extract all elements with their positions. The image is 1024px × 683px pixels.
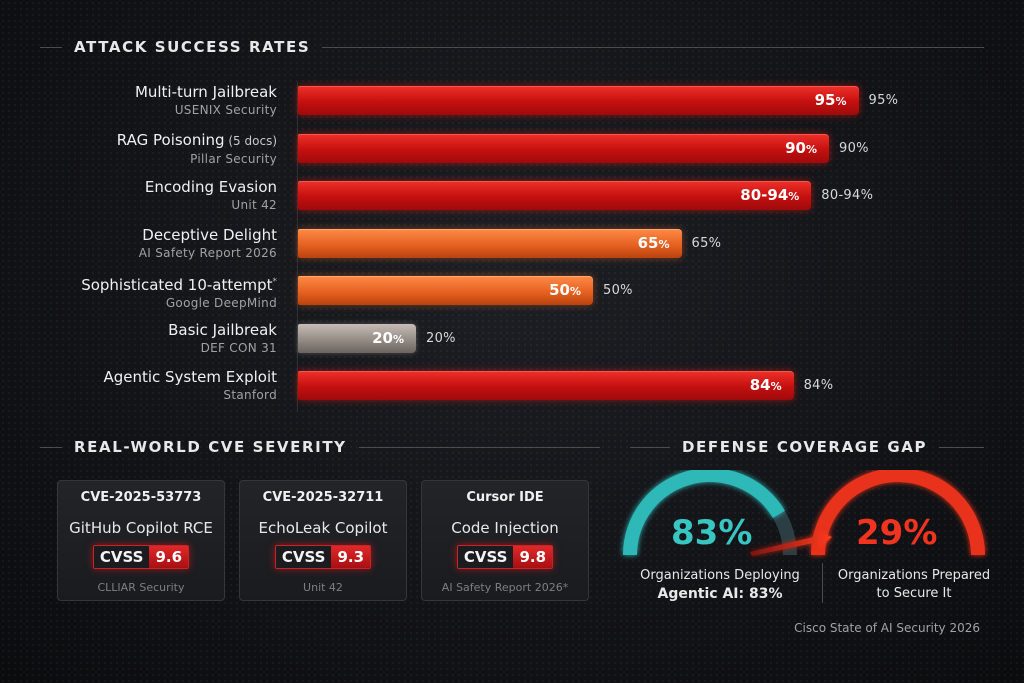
cve-source: CLLIAR Security (97, 581, 185, 594)
cve-card: CVE-2025-53773 GitHub Copilot RCE CVSS 9… (57, 480, 225, 601)
bar-source: DEF CON 31 (200, 340, 277, 355)
prepared-caption-line2: to Secure It (876, 586, 952, 601)
defense-section-header: DEFENSE COVERAGE GAP (630, 438, 984, 456)
bar-label: Basic Jailbreak DEF CON 31 (168, 321, 277, 356)
bar-outside-label: 95% (868, 93, 899, 108)
bar: 84% (298, 371, 794, 400)
deploying-caption: Organizations Deploying Agentic AI: 83% (622, 567, 818, 604)
cvss-label: CVSS (457, 546, 514, 568)
cvss-score: 9.3 (331, 546, 371, 568)
bar-label: Agentic System Exploit Stanford (103, 368, 277, 403)
deploying-caption-line2: Agentic AI: 83% (657, 586, 783, 602)
bar-value-label: 65% (637, 233, 670, 252)
bar-value-label: 84% (749, 376, 782, 394)
bar-value-label: 20% (372, 328, 404, 347)
cve-section-header: REAL-WORLD CVE SEVERITY (40, 438, 600, 456)
bar: 95% (298, 86, 859, 115)
bar-outside-label: 84% (803, 378, 834, 393)
bar-label: Multi-turn Jailbreak USENIX Security (135, 83, 277, 118)
bar-outside-label: 20% (426, 330, 456, 346)
gap-arrow-icon (750, 530, 832, 556)
bar-category-name: Multi-turn Jailbreak (134, 83, 277, 101)
gauge-divider (822, 563, 823, 603)
bar-category-name: Agentic System Exploit (103, 368, 277, 386)
cve-source: Unit 42 (303, 581, 343, 594)
cve-description: Code Injection (451, 519, 559, 537)
bar-label: RAG Poisoning (5 docs) Pillar Security (117, 131, 277, 167)
cve-description: GitHub Copilot RCE (69, 519, 213, 537)
cvss-score: 9.6 (149, 546, 189, 568)
cve-id: CVE-2025-53773 (80, 490, 202, 505)
bar-value-label: 50% (549, 281, 581, 299)
bar-source: AI Safety Report 2026 (138, 245, 277, 260)
bar-outside-label: 65% (691, 235, 722, 251)
bar-value-label: 95% (814, 91, 847, 109)
attack-section-title: ATTACK SUCCESS RATES (74, 38, 311, 56)
bar-label: Encoding Evasion Unit 42 (145, 178, 277, 213)
bar: 20% (298, 323, 416, 353)
bar-value-label: 80-94% (740, 186, 800, 204)
gauge-fill (623, 470, 785, 556)
bar-category-name: RAG Poisoning (5 docs) (116, 130, 277, 149)
bar: 80-94% (298, 181, 812, 210)
prepared-caption-line1: Organizations Prepared (837, 568, 991, 583)
bar-category-name: Deceptive Delight (142, 225, 277, 244)
bar-outside-label: 90% (839, 140, 869, 156)
bar-source: USENIX Security (174, 103, 277, 117)
cvss-label: CVSS (275, 546, 332, 568)
cvss-score: 9.8 (513, 546, 553, 568)
bar: 90% (298, 133, 829, 163)
gauge-fill (811, 470, 985, 556)
bar: 50% (298, 276, 593, 305)
source-footnote: Cisco State of AI Security 2026 (794, 621, 980, 635)
defense-section-title: DEFENSE COVERAGE GAP (682, 438, 928, 456)
deploying-percent: 83% (671, 513, 753, 553)
bar-source: Stanford (223, 388, 277, 402)
bar-outside-label: 80-94% (821, 188, 874, 203)
bar-source: Google DeepMind (165, 296, 277, 310)
cve-source: AI Safety Report 2026* (441, 581, 569, 594)
defense-gauges (623, 470, 985, 556)
cve-card: CVE-2025-32711 EchoLeak Copilot CVSS 9.3… (239, 480, 407, 601)
bar-category-name: Sophisticated 10-attempt* (81, 276, 278, 294)
cve-card: Cursor IDE Code Injection CVSS 9.8 AI Sa… (421, 480, 589, 601)
bar-value-label: 90% (785, 138, 817, 157)
deploying-caption-line1: Organizations Deploying (640, 568, 800, 583)
bar-outside-label: 50% (603, 283, 633, 298)
cve-id: Cursor IDE (466, 490, 544, 505)
cvss-badge: CVSS 9.8 (456, 545, 554, 569)
bar-label: Sophisticated 10-attempt* Google DeepMind (81, 273, 277, 311)
attack-section-header: ATTACK SUCCESS RATES (40, 38, 984, 56)
bar-source: Unit 42 (231, 198, 277, 212)
prepared-caption: Organizations Prepared to Secure It (826, 567, 1002, 603)
cvss-badge: CVSS 9.3 (274, 545, 372, 569)
bar-category-note: (5 docs) (224, 133, 277, 148)
bar-category-name: Encoding Evasion (144, 178, 277, 196)
bar-source: Pillar Security (190, 151, 277, 166)
cve-id: CVE-2025-32711 (262, 490, 384, 505)
prepared-percent: 29% (856, 513, 938, 553)
chart-axis-line (297, 82, 298, 412)
cve-description: EchoLeak Copilot (258, 519, 388, 537)
bar: 65% (298, 228, 682, 258)
deploying-gauge (623, 470, 797, 556)
cve-section-title: REAL-WORLD CVE SEVERITY (74, 438, 347, 456)
bar-label: Deceptive Delight AI Safety Report 2026 (139, 226, 277, 261)
attack-bar-chart: Multi-turn Jailbreak USENIX Security 95% 95… (0, 70, 1024, 420)
cvss-badge: CVSS 9.6 (92, 545, 190, 569)
cvss-label: CVSS (93, 546, 150, 568)
prepared-gauge (811, 470, 985, 556)
bar-category-name: Basic Jailbreak (168, 320, 277, 339)
bar-category-note: * (272, 277, 278, 287)
